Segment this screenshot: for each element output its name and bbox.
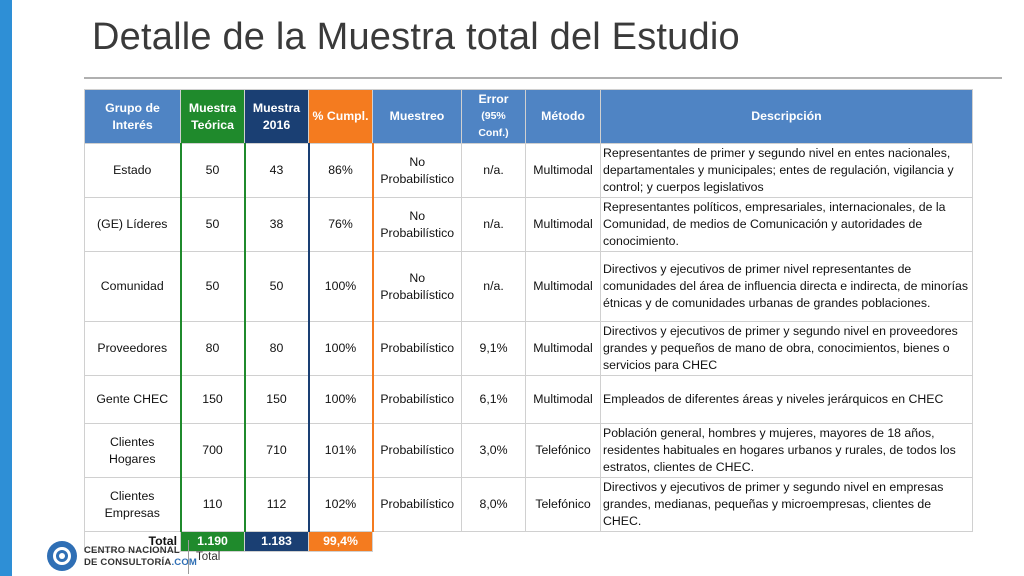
cell-muestra-2016: 38 (243, 197, 310, 252)
title-divider (84, 77, 1002, 79)
header-cumplimiento: % Cumpl. (308, 89, 373, 144)
cell-teorica: 700 (179, 423, 246, 478)
cell-teorica: 80 (179, 321, 246, 376)
cell-muestra-2016: 50 (243, 251, 310, 322)
cell-metodo: Telefónico (525, 477, 601, 532)
cell-error: n/a. (461, 251, 526, 322)
brand-name: DE CONSULTORÍA (84, 557, 172, 568)
cell-cumplimiento: 100% (307, 251, 374, 322)
table-row: Clientes Hogares 700 710 101% Probabilís… (84, 423, 973, 478)
cell-muestreo: Probabilístico (372, 321, 462, 376)
cell-metodo: Multimodal (525, 143, 601, 198)
total-muestra-2016: 1.183 (244, 531, 309, 552)
cell-grupo: Comunidad (84, 251, 181, 322)
cell-muestra-2016: 150 (243, 375, 310, 424)
cell-teorica: 150 (179, 375, 246, 424)
cell-muestra-2016: 80 (243, 321, 310, 376)
total-row: Total 1.190 1.183 99,4% (84, 531, 973, 552)
header-error-sub: (95% Conf.) (478, 110, 509, 139)
cell-teorica: 50 (179, 143, 246, 198)
cell-descripcion: Representantes políticos, empresariales,… (600, 197, 973, 252)
header-error: Error (95% Conf.) (461, 89, 526, 144)
cell-cumplimiento: 101% (307, 423, 374, 478)
cell-descripcion: Directivos y ejecutivos de primer y segu… (600, 321, 973, 376)
cell-descripcion: Población general, hombres y mujeres, ma… (600, 423, 973, 478)
table-header-row: Grupo de Interés Muestra Teórica Muestra… (84, 89, 973, 144)
company-logo-icon (47, 541, 77, 571)
cell-grupo: Estado (84, 143, 181, 198)
cell-muestra-2016: 43 (243, 143, 310, 198)
cell-muestreo: Probabilístico (372, 375, 462, 424)
cell-teorica: 50 (179, 251, 246, 322)
table-row: Comunidad 50 50 100% No Probabilístico n… (84, 251, 973, 322)
left-accent-bar (0, 0, 12, 576)
header-grupo: Grupo de Interés (84, 89, 181, 144)
cell-error: 3,0% (461, 423, 526, 478)
table-row: Proveedores 80 80 100% Probabilístico 9,… (84, 321, 973, 376)
cell-error: 6,1% (461, 375, 526, 424)
header-muestreo: Muestreo (372, 89, 462, 144)
total-cumplimiento: 99,4% (308, 531, 373, 552)
total-empty (373, 532, 973, 552)
cell-metodo: Multimodal (525, 375, 601, 424)
cell-grupo: (GE) Líderes (84, 197, 181, 252)
cell-muestreo: No Probabilístico (372, 251, 462, 322)
header-error-label: Error (478, 92, 509, 106)
cell-metodo: Telefónico (525, 423, 601, 478)
brand-line-1: CENTRO NACIONAL (84, 545, 180, 556)
cell-muestreo: No Probabilístico (372, 143, 462, 198)
cell-metodo: Multimodal (525, 251, 601, 322)
cell-descripcion: Directivos y ejecutivos de primer y segu… (600, 477, 973, 532)
footer-text: Total (196, 551, 221, 563)
brand-domain: .COM (171, 557, 198, 568)
cell-cumplimiento: 100% (307, 321, 374, 376)
cell-descripcion: Directivos y ejecutivos de primer nivel … (600, 251, 973, 322)
cell-error: n/a. (461, 197, 526, 252)
cell-muestreo: Probabilístico (372, 477, 462, 532)
cell-muestreo: Probabilístico (372, 423, 462, 478)
cell-muestra-2016: 112 (243, 477, 310, 532)
table-row: Gente CHEC 150 150 100% Probabilístico 6… (84, 375, 973, 424)
cell-metodo: Multimodal (525, 321, 601, 376)
sample-detail-table: Grupo de Interés Muestra Teórica Muestra… (84, 89, 973, 552)
cell-muestreo: No Probabilístico (372, 197, 462, 252)
footer-separator (188, 540, 189, 574)
cell-grupo: Clientes Hogares (84, 423, 181, 478)
total-teorica: 1.190 (180, 531, 245, 552)
cell-metodo: Multimodal (525, 197, 601, 252)
cell-grupo: Proveedores (84, 321, 181, 376)
header-muestra-teorica: Muestra Teórica (180, 89, 245, 144)
cell-grupo: Clientes Empresas (84, 477, 181, 532)
cell-error: 8,0% (461, 477, 526, 532)
header-metodo: Método (525, 89, 601, 144)
brand-line-2: DE CONSULTORÍA.COM (84, 557, 197, 568)
logo-ring (53, 547, 71, 565)
cell-grupo: Gente CHEC (84, 375, 181, 424)
cell-cumplimiento: 86% (307, 143, 374, 198)
total-label: Total (84, 531, 181, 552)
header-descripcion: Descripción (600, 89, 973, 144)
cell-error: n/a. (461, 143, 526, 198)
page-title: Detalle de la Muestra total del Estudio (92, 16, 740, 58)
table-row: (GE) Líderes 50 38 76% No Probabilístico… (84, 197, 973, 252)
cell-error: 9,1% (461, 321, 526, 376)
table-row: Estado 50 43 86% No Probabilístico n/a. … (84, 143, 973, 198)
cell-muestra-2016: 710 (243, 423, 310, 478)
cell-cumplimiento: 100% (307, 375, 374, 424)
logo-dot (59, 553, 65, 559)
header-muestra-2016: Muestra 2016 (244, 89, 309, 144)
cell-cumplimiento: 102% (307, 477, 374, 532)
table-row: Clientes Empresas 110 112 102% Probabilí… (84, 477, 973, 532)
cell-descripcion: Empleados de diferentes áreas y niveles … (600, 375, 973, 424)
cell-descripcion: Representantes de primer y segundo nivel… (600, 143, 973, 198)
cell-cumplimiento: 76% (307, 197, 374, 252)
cell-teorica: 110 (179, 477, 246, 532)
cell-teorica: 50 (179, 197, 246, 252)
